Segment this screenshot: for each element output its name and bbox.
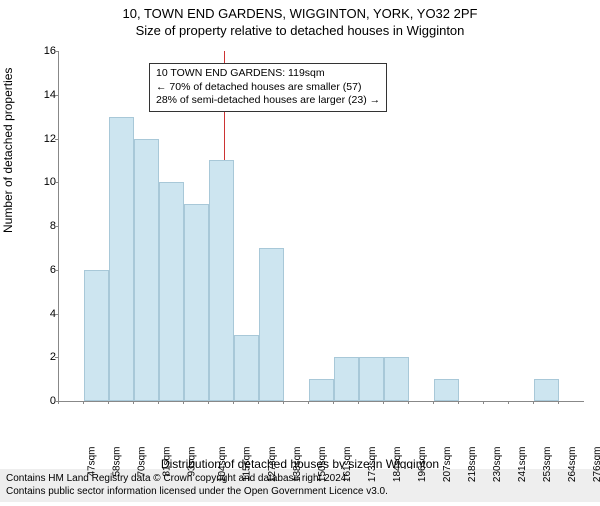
- x-tick-mark: [383, 401, 384, 404]
- y-tick-mark: [55, 51, 58, 52]
- x-tick-mark: [283, 401, 284, 404]
- histogram-bar: [109, 117, 134, 401]
- y-tick-label: 4: [36, 308, 56, 320]
- histogram-bar: [309, 379, 334, 401]
- x-tick-label: 161sqm: [342, 447, 353, 483]
- x-tick-mark: [433, 401, 434, 404]
- x-tick-mark: [83, 401, 84, 404]
- x-tick-label: 93sqm: [187, 447, 198, 477]
- histogram-bar: [534, 379, 559, 401]
- x-tick-mark: [408, 401, 409, 404]
- x-tick-label: 184sqm: [392, 447, 403, 483]
- annotation-line1: 10 TOWN END GARDENS: 119sqm: [156, 67, 380, 81]
- y-tick-label: 6: [36, 264, 56, 276]
- x-tick-label: 138sqm: [292, 447, 303, 483]
- x-tick-label: 115sqm: [241, 447, 252, 482]
- histogram-bar: [159, 182, 184, 401]
- x-tick-mark: [558, 401, 559, 404]
- x-tick-label: 81sqm: [162, 447, 173, 477]
- y-tick-label: 2: [36, 351, 56, 363]
- chart-container: 10, TOWN END GARDENS, WIGGINTON, YORK, Y…: [0, 6, 600, 506]
- y-tick-mark: [55, 314, 58, 315]
- y-tick-mark: [55, 226, 58, 227]
- plot-area: 10 TOWN END GARDENS: 119sqm ← 70% of det…: [58, 51, 584, 402]
- annotation-line3: 28% of semi-detached houses are larger (…: [156, 94, 380, 108]
- x-tick-label: 207sqm: [442, 447, 453, 483]
- x-tick-label: 241sqm: [517, 447, 528, 483]
- x-tick-mark: [308, 401, 309, 404]
- y-tick-mark: [55, 139, 58, 140]
- x-tick-mark: [158, 401, 159, 404]
- histogram-bar: [259, 248, 284, 401]
- footer-line2: Contains public sector information licen…: [6, 486, 594, 499]
- y-tick-mark: [55, 270, 58, 271]
- histogram-bar: [384, 357, 409, 401]
- y-tick-label: 16: [36, 45, 56, 57]
- x-tick-mark: [333, 401, 334, 404]
- x-tick-mark: [58, 401, 59, 404]
- x-tick-label: 264sqm: [567, 447, 578, 483]
- x-tick-mark: [183, 401, 184, 404]
- x-tick-label: 150sqm: [317, 447, 328, 483]
- y-tick-mark: [55, 357, 58, 358]
- x-tick-mark: [258, 401, 259, 404]
- x-tick-mark: [533, 401, 534, 404]
- histogram-bar: [134, 139, 159, 402]
- x-tick-mark: [508, 401, 509, 404]
- x-tick-label: 70sqm: [137, 447, 148, 477]
- x-tick-label: 196sqm: [417, 447, 428, 483]
- chart-title-address: 10, TOWN END GARDENS, WIGGINTON, YORK, Y…: [0, 6, 600, 21]
- y-tick-mark: [55, 95, 58, 96]
- x-tick-label: 173sqm: [367, 447, 378, 483]
- x-tick-label: 47sqm: [87, 447, 98, 477]
- x-tick-mark: [233, 401, 234, 404]
- y-tick-label: 12: [36, 133, 56, 145]
- x-tick-label: 127sqm: [267, 447, 278, 483]
- x-tick-label: 58sqm: [112, 447, 123, 477]
- x-tick-mark: [133, 401, 134, 404]
- histogram-bar: [334, 357, 359, 401]
- y-tick-label: 10: [36, 176, 56, 188]
- y-tick-label: 8: [36, 220, 56, 232]
- y-tick-mark: [55, 182, 58, 183]
- histogram-bar: [84, 270, 109, 401]
- histogram-bar: [234, 335, 259, 401]
- x-tick-label: 230sqm: [492, 447, 503, 483]
- x-tick-label: 276sqm: [592, 447, 600, 483]
- x-tick-label: 253sqm: [542, 447, 553, 483]
- histogram-bar: [184, 204, 209, 401]
- x-tick-label: 218sqm: [467, 447, 478, 483]
- chart-title-subtitle: Size of property relative to detached ho…: [0, 23, 600, 38]
- y-tick-label: 0: [36, 395, 56, 407]
- x-tick-mark: [458, 401, 459, 404]
- histogram-bar: [359, 357, 384, 401]
- y-tick-label: 14: [36, 89, 56, 101]
- annotation-line2: ← 70% of detached houses are smaller (57…: [156, 81, 380, 95]
- x-tick-mark: [208, 401, 209, 404]
- annotation-box: 10 TOWN END GARDENS: 119sqm ← 70% of det…: [149, 63, 387, 112]
- x-tick-mark: [483, 401, 484, 404]
- y-axis-label: Number of detached properties: [1, 68, 15, 233]
- x-tick-label: 104sqm: [217, 447, 228, 483]
- x-tick-mark: [108, 401, 109, 404]
- x-tick-mark: [358, 401, 359, 404]
- histogram-bar: [209, 160, 234, 401]
- histogram-bar: [434, 379, 459, 401]
